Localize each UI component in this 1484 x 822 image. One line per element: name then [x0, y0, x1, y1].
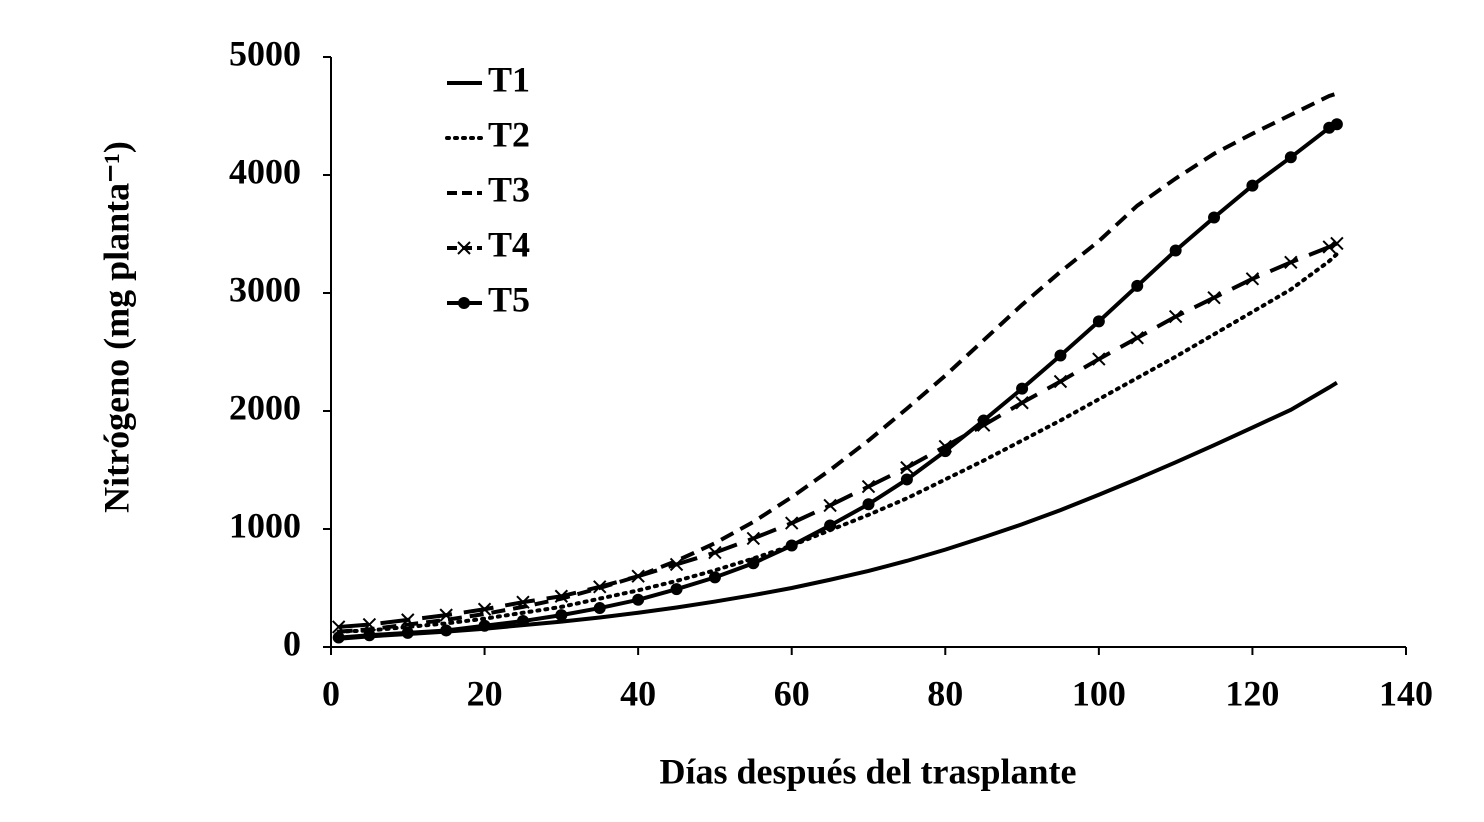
marker	[746, 531, 761, 546]
marker	[977, 414, 990, 427]
marker	[458, 297, 470, 309]
marker	[861, 479, 876, 494]
y-tick-label: 0	[283, 623, 301, 663]
marker	[516, 615, 529, 628]
marker	[363, 629, 376, 642]
y-tick-label: 1000	[229, 505, 301, 545]
series-line	[338, 380, 1338, 641]
marker	[439, 608, 453, 622]
marker	[1284, 151, 1297, 164]
marker	[670, 583, 683, 596]
marker	[331, 620, 346, 634]
x-tick-label: 60	[774, 673, 810, 713]
marker	[900, 473, 913, 486]
marker	[862, 498, 875, 511]
x-tick-label: 40	[620, 673, 656, 713]
x-axis-label: Días después del trasplante	[659, 751, 1076, 791]
marker	[555, 609, 568, 622]
x-tick-label: 140	[1379, 673, 1433, 713]
marker	[1092, 315, 1105, 328]
marker	[1207, 291, 1221, 305]
marker	[477, 602, 492, 616]
series-line	[336, 252, 1339, 634]
series-line	[338, 91, 1338, 634]
marker	[632, 593, 645, 606]
x-tick-label: 100	[1072, 673, 1126, 713]
y-tick-label: 3000	[229, 269, 301, 309]
marker	[1246, 179, 1259, 192]
legend-label: T2	[488, 114, 530, 154]
y-tick-label: 4000	[229, 151, 301, 191]
x-tick-label: 0	[322, 673, 340, 713]
legend-label: T5	[488, 279, 530, 319]
marker	[1131, 279, 1144, 292]
marker	[401, 613, 415, 627]
x-tick-label: 120	[1225, 673, 1279, 713]
marker	[1130, 331, 1144, 345]
marker	[708, 545, 722, 560]
marker	[1330, 118, 1343, 131]
marker	[1054, 349, 1067, 362]
marker	[1208, 211, 1221, 224]
marker	[457, 241, 471, 255]
marker	[1245, 272, 1260, 286]
marker	[785, 516, 799, 530]
marker	[823, 498, 837, 513]
marker	[1330, 236, 1344, 251]
marker	[824, 519, 837, 532]
marker	[939, 445, 952, 458]
marker	[1053, 374, 1068, 389]
marker	[440, 624, 453, 637]
marker	[708, 571, 721, 584]
legend-label: T3	[488, 169, 530, 209]
legend-label: T1	[488, 59, 530, 99]
marker	[332, 631, 345, 644]
x-tick-label: 80	[927, 673, 963, 713]
marker	[1016, 382, 1029, 395]
marker	[785, 539, 798, 552]
marker	[1168, 309, 1183, 324]
marker	[900, 460, 914, 475]
series-line	[338, 241, 1338, 629]
marker	[1322, 240, 1336, 254]
x-tick-label: 20	[467, 673, 503, 713]
marker	[669, 557, 684, 572]
marker	[1015, 396, 1029, 410]
marker	[478, 619, 491, 632]
marker	[593, 580, 607, 594]
marker	[747, 557, 760, 570]
marker	[401, 626, 414, 639]
legend-label: T4	[488, 224, 530, 264]
y-axis-label: Nitrógeno (mg planta⁻¹)	[96, 141, 136, 513]
y-tick-label: 2000	[229, 387, 301, 427]
marker	[1092, 352, 1106, 366]
marker	[516, 595, 530, 609]
marker	[554, 589, 569, 603]
marker	[362, 617, 377, 632]
marker	[1169, 244, 1182, 257]
marker	[631, 569, 645, 583]
series-line	[338, 122, 1338, 640]
y-tick-label: 5000	[229, 33, 301, 73]
marker	[1284, 255, 1298, 270]
marker	[593, 602, 606, 615]
